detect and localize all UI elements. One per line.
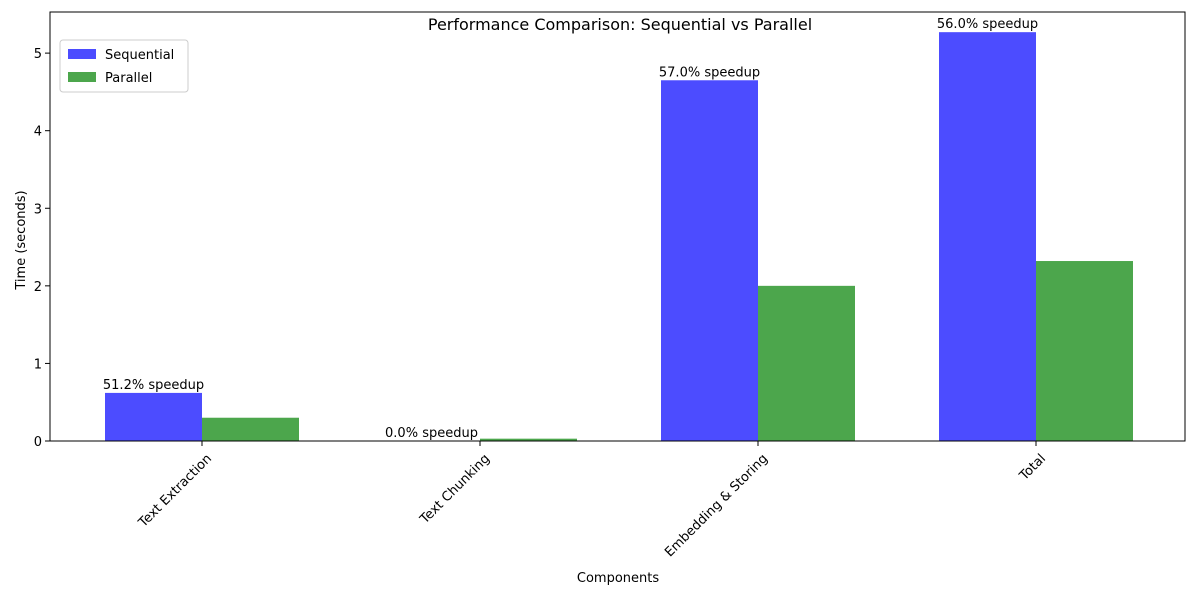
y-tick-label-0: 0 [34,435,42,450]
speedup-label-3: 56.0% speedup [937,17,1038,32]
legend: Sequential Parallel [59,39,189,93]
y-tick-label-3: 3 [34,202,42,217]
legend-label-sequential: Sequential [105,48,174,63]
bar-parallel-0 [202,417,299,441]
bar-sequential-3 [939,32,1036,441]
x-axis-label: Components [577,571,659,586]
bars-group [105,32,1133,441]
x-axis: Text Extraction Text Chunking Embedding & … [135,441,1049,560]
legend-swatch-parallel [68,72,96,82]
x-tick-label-0: Text Extraction [135,451,215,531]
x-tick-label-1: Text Chunking [417,451,493,527]
y-tick-label-4: 4 [34,125,42,140]
bar-parallel-3 [1036,261,1133,441]
legend-label-parallel: Parallel [105,71,152,86]
bar-sequential-2 [661,80,758,441]
chart-title: Performance Comparison: Sequential vs Pa… [428,15,812,34]
y-axis: 0 1 2 3 4 5 [34,47,50,450]
plot-frame [49,11,1186,442]
bar-sequential-0 [105,392,202,441]
bar-parallel-2 [758,285,855,441]
y-axis-label: Time (seconds) [14,190,29,290]
speedup-label-1: 0.0% speedup [385,426,478,441]
legend-swatch-sequential [68,49,96,59]
annotations-group: 51.2% speedup 0.0% speedup 57.0% speedup 56… [103,17,1038,441]
speedup-label-0: 51.2% speedup [103,378,204,393]
speedup-label-2: 57.0% speedup [659,65,760,80]
bar-parallel-1 [480,438,577,441]
y-tick-label-5: 5 [34,47,42,62]
y-tick-label-1: 1 [34,357,42,372]
y-tick-label-2: 2 [34,280,42,295]
x-tick-label-2: Embedding & Storing [662,451,771,560]
x-tick-label-3: Total [1016,451,1049,484]
